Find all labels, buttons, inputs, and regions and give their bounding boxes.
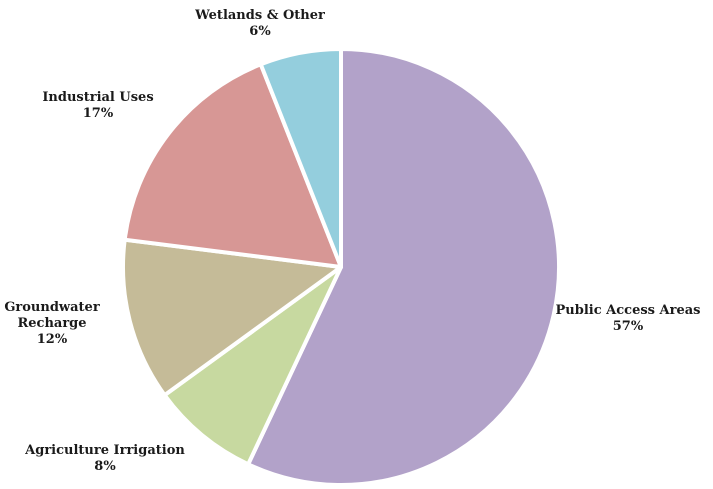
data-label-category: Recharge [17,316,86,331]
pie-slice-wetlands-other [258,47,343,269]
data-label-category: Agriculture Irrigation [24,443,185,458]
data-label-value: 57% [613,319,644,334]
data-label-industrial-uses: Industrial Uses 17% [42,90,153,121]
pie-slice-industrial-uses [122,62,343,269]
data-label-category: Industrial Uses [42,90,153,105]
data-label-category: Groundwater [4,300,100,315]
data-label-wetlands-other: Wetlands & Other 6% [194,8,325,39]
pie-slices [121,47,562,487]
data-label-groundwater-recharge: Groundwater Recharge 12% [4,300,100,347]
data-label-agriculture-irrigation: Agriculture Irrigation 8% [24,443,185,474]
data-label-value: 12% [37,332,68,347]
data-label-value: 8% [94,459,116,474]
pie-slice-public-access-areas [246,47,562,487]
pie-slice-agriculture-irrigation [162,265,343,467]
pie-labels: Public Access Areas 57% Agriculture Irriga… [4,8,700,474]
pie-slice-groundwater-recharge [121,237,343,398]
data-label-category: Wetlands & Other [194,8,325,23]
data-label-public-access-areas: Public Access Areas 57% [556,303,701,334]
data-label-value: 17% [83,106,114,121]
data-label-value: 6% [249,24,271,39]
data-label-category: Public Access Areas [556,303,701,318]
